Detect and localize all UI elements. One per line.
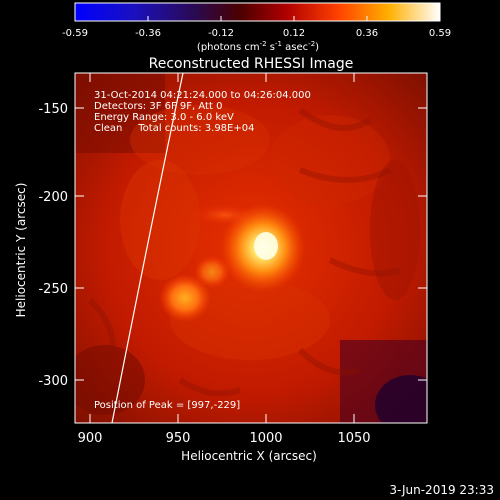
x-tick-label: 1050 bbox=[337, 431, 370, 446]
colorbar-tick-label: 0.59 bbox=[429, 28, 451, 39]
colorbar-tick-label: -0.36 bbox=[135, 28, 161, 39]
rhessi-image bbox=[75, 73, 427, 423]
solar-limb-curve bbox=[111, 73, 184, 423]
colorbar-unit-label: (photons cm-2 s-1 asec-2) bbox=[197, 40, 319, 53]
peak-position-text: Position of Peak = [997,-229] bbox=[94, 400, 240, 411]
y-axis-ticks bbox=[75, 107, 427, 381]
plot-title: Reconstructed RHESSI Image bbox=[149, 56, 354, 72]
annotation-detectors: Detectors: 3F 6F 9F, Att 0 bbox=[94, 101, 222, 112]
colorbar bbox=[74, 2, 441, 22]
y-tick-label: -150 bbox=[38, 102, 68, 117]
x-tick-label: 1000 bbox=[249, 431, 282, 446]
x-tick-label: 900 bbox=[78, 431, 103, 446]
footer-date: 3-Jun-2019 23:33 bbox=[389, 483, 494, 497]
colorbar-tick-label: -0.59 bbox=[62, 28, 88, 39]
x-axis-ticks bbox=[89, 73, 355, 423]
annotation-energy-range: Energy Range: 3.0 - 6.0 keV bbox=[94, 112, 234, 123]
y-tick-label: -250 bbox=[38, 282, 68, 297]
annotation-clean-counts: Clean Total counts: 3.98E+04 bbox=[94, 123, 254, 134]
colorbar-tick-label: -0.12 bbox=[208, 28, 234, 39]
colorbar-tick-label: 0.12 bbox=[283, 28, 305, 39]
y-tick-label: -200 bbox=[38, 190, 68, 205]
x-tick-label: 950 bbox=[166, 431, 191, 446]
plot-frame bbox=[74, 72, 428, 424]
y-tick-label: -300 bbox=[38, 374, 68, 389]
colorbar-ticks bbox=[74, 16, 441, 21]
y-axis-label: Heliocentric Y (arcsec) bbox=[14, 183, 28, 318]
x-axis-label: Heliocentric X (arcsec) bbox=[181, 449, 317, 463]
annotation-time-range: 31-Oct-2014 04:21:24.000 to 04:26:04.000 bbox=[94, 90, 311, 101]
colorbar-tick-label: 0.36 bbox=[356, 28, 378, 39]
